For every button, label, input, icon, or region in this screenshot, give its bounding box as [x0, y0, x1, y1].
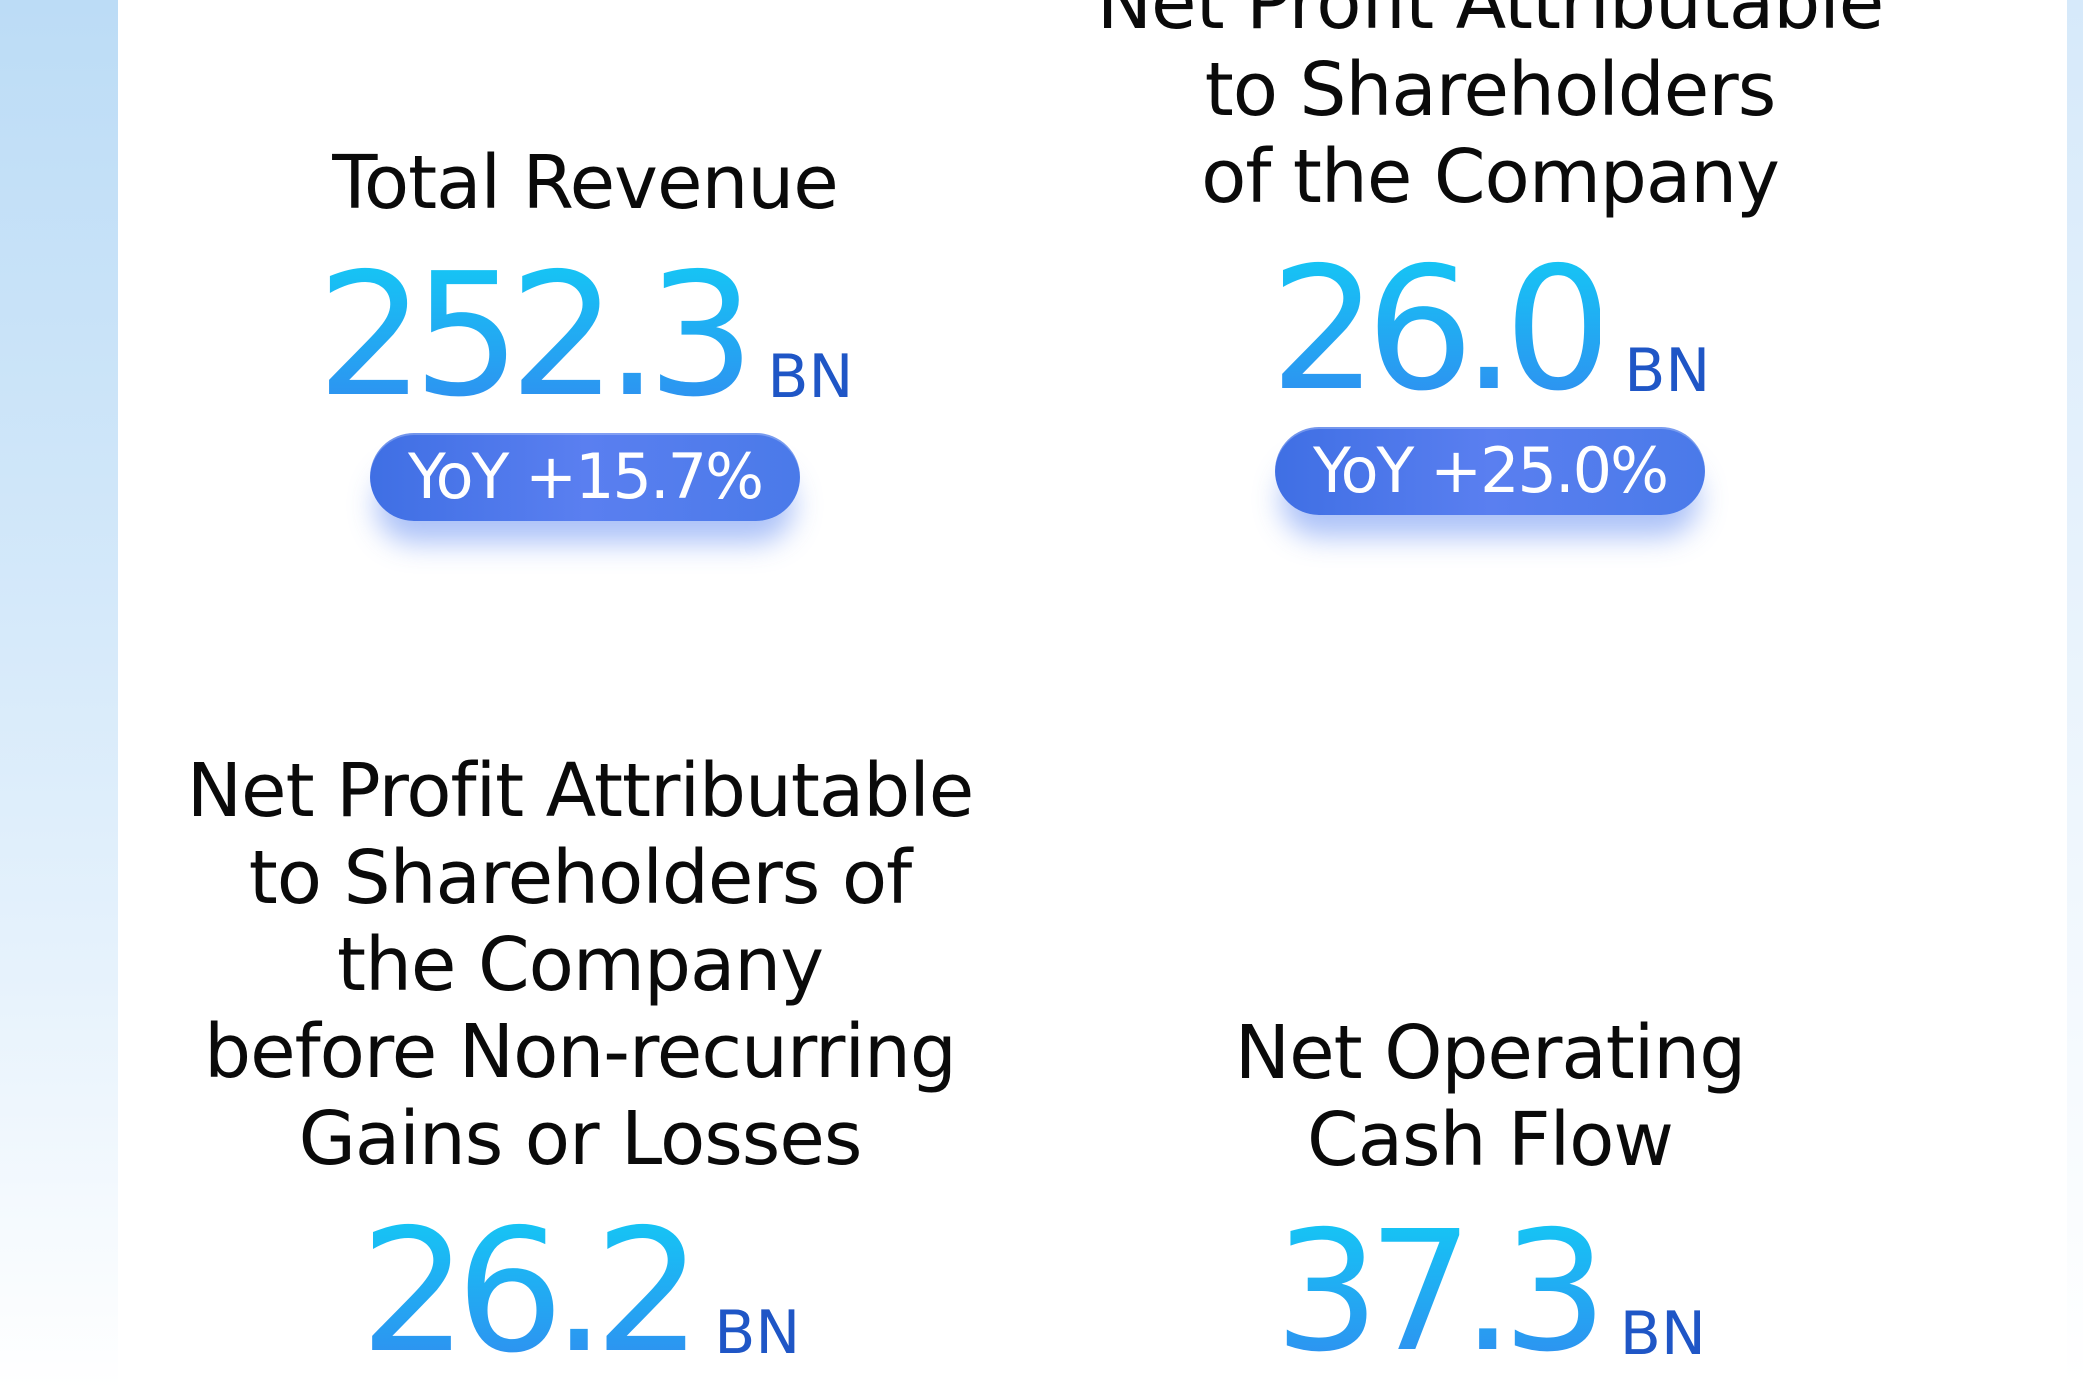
metric-value-row: 26.2 BN	[150, 1193, 1010, 1390]
metric-unit: BN	[714, 1298, 801, 1368]
metric-title: Total Revenue	[332, 140, 839, 226]
right-gradient-strip	[2067, 0, 2083, 1390]
metric-title: Net Operating Cash Flow	[1234, 1010, 1746, 1183]
metric-value: 26.0	[1269, 231, 1612, 429]
operating-cash-flow-metric: Net Operating Cash Flow 37.3 BN	[1120, 1010, 1860, 1389]
yoy-badge: YoY +15.7%	[369, 433, 801, 521]
net-profit-metric: Net Profit Attributable to Shareholders …	[1050, 0, 1930, 515]
metric-value: 26.2	[359, 1193, 702, 1390]
yoy-badge: YoY +25.0%	[1274, 427, 1706, 515]
metric-value: 37.3	[1274, 1196, 1608, 1389]
metric-title: Net Profit Attributable to Shareholders …	[186, 748, 975, 1182]
metric-value-row: 37.3 BN	[1120, 1196, 1860, 1389]
metric-unit: BN	[1624, 336, 1711, 406]
metric-unit: BN	[1619, 1299, 1706, 1369]
metric-value-row: 26.0 BN	[1050, 231, 1930, 429]
total-revenue-metric: Total Revenue 252.3 BN YoY +15.7%	[300, 140, 870, 521]
net-profit-non-recurring-metric: Net Profit Attributable to Shareholders …	[150, 748, 1010, 1390]
metric-unit: BN	[767, 342, 854, 412]
metric-title: Net Profit Attributable to Shareholders …	[1096, 0, 1885, 220]
metric-value-row: 252.3 BN	[300, 237, 870, 435]
left-gradient-strip	[0, 0, 118, 1390]
metric-value: 252.3	[316, 237, 756, 435]
